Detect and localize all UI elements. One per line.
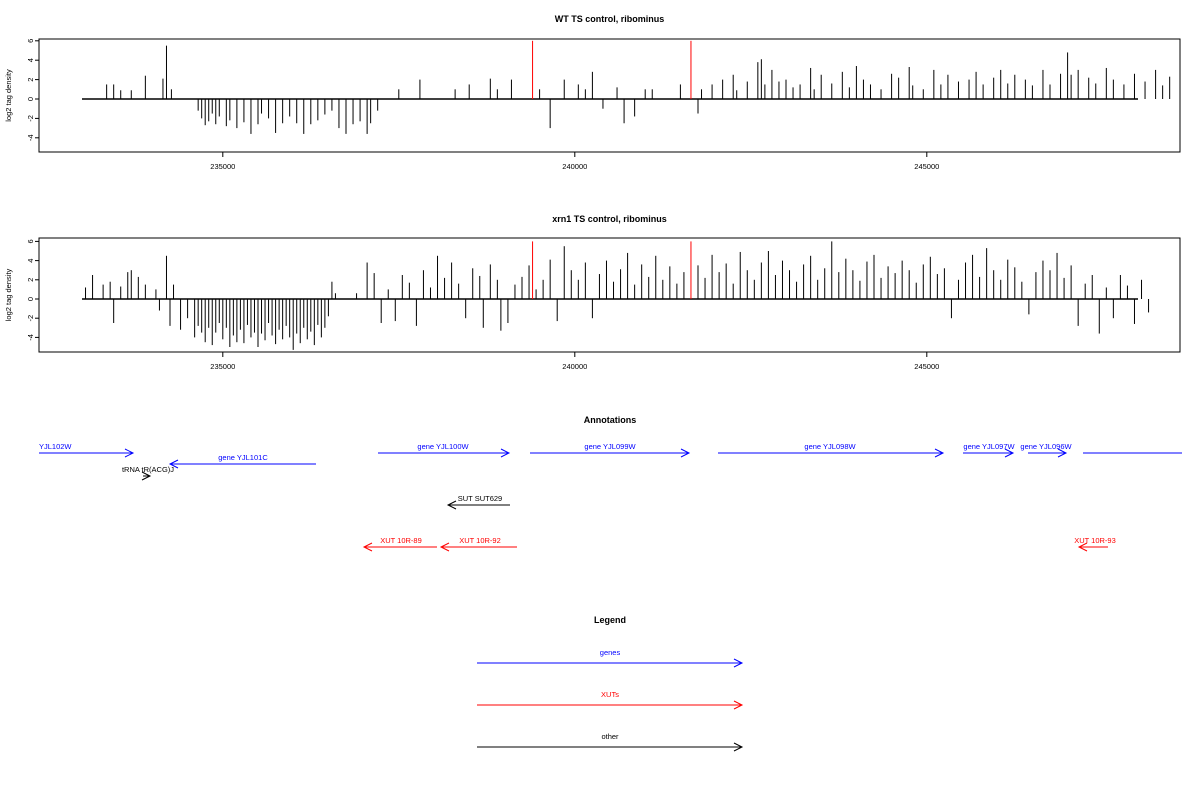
annotations-title: Annotations: [584, 415, 637, 425]
legend-arrow-other: [477, 742, 744, 752]
feature-1: [168, 459, 316, 469]
feature-label: gene YJL097W: [963, 442, 1015, 451]
feature-label: XUT 10R-92: [459, 536, 501, 545]
feature-label: gene YJL096W: [1020, 442, 1072, 451]
arrowhead: [362, 542, 373, 552]
trna-feature: [141, 471, 152, 481]
chart-panel-1: 6 4 2 0 -2 -4 log2 tag density 235000 240000 2450…: [4, 38, 1181, 171]
feature-label: gene YJL099W: [584, 442, 636, 451]
feature-label: XUT 10R-93: [1074, 536, 1116, 545]
feature-3: [378, 448, 511, 458]
arrowhead: [500, 448, 511, 458]
feature-label: gene YJL101C: [218, 453, 268, 462]
feature-label: SUT SUT629: [458, 494, 502, 503]
legend-title: Legend: [594, 615, 626, 625]
y-tick-label: 2: [26, 78, 35, 82]
x-tick-label: 245000: [914, 162, 939, 171]
feature-12: [1077, 542, 1108, 552]
arrowhead: [446, 500, 457, 510]
feature-7: [1028, 448, 1068, 458]
arrowhead: [141, 471, 152, 481]
chart-panel-2: 6 4 2 0 -2 -4 log2 tag density 235000 240000 2450…: [4, 237, 1181, 371]
legend-label: genes: [600, 648, 621, 657]
y-tick-label: 4: [26, 259, 35, 263]
y-tick-label: 0: [26, 97, 35, 101]
y-tick-label: -4: [26, 334, 35, 341]
y-axis-label: log2 tag density: [4, 268, 13, 321]
arrowhead: [439, 542, 450, 552]
arrowhead: [733, 742, 744, 752]
feature-label: gene YJL100W: [417, 442, 469, 451]
arrowhead: [1077, 542, 1088, 552]
x-tick-label: 240000: [562, 362, 587, 371]
chart-title: xrn1 TS control, ribominus: [552, 214, 667, 224]
feature-label: XUT 10R-89: [380, 536, 422, 545]
y-tick-label: -2: [26, 315, 35, 322]
feature-label: YJL102W: [39, 442, 72, 451]
chart-title: WT TS control, ribominus: [555, 14, 665, 24]
y-tick-label: 2: [26, 278, 35, 282]
feature-4: [530, 448, 691, 458]
legend-arrow-XUTs: [477, 700, 744, 710]
feature-0: [39, 448, 135, 458]
feature-5: [718, 448, 945, 458]
plot-frame: [38, 237, 1181, 353]
x-tick-label: 235000: [210, 162, 235, 171]
y-tick-label: -4: [26, 134, 35, 141]
x-tick-label: 240000: [562, 162, 587, 171]
y-tick-label: 0: [26, 297, 35, 301]
legend-label: other: [601, 732, 619, 741]
y-tick-label: 6: [26, 239, 35, 243]
feature-label: tRNA tR(ACG)J: [122, 465, 174, 474]
arrowhead: [1057, 448, 1068, 458]
y-tick-label: -2: [26, 115, 35, 122]
y-tick-label: 4: [26, 58, 35, 62]
feature-label: gene YJL098W: [804, 442, 856, 451]
y-axis-label: log2 tag density: [4, 69, 13, 122]
arrowhead: [934, 448, 945, 458]
arrowhead: [124, 448, 135, 458]
arrowhead: [733, 658, 744, 668]
y-tick-label: 6: [26, 39, 35, 43]
legend-arrow-genes: [477, 658, 744, 668]
feature-9: [446, 500, 510, 510]
plot-frame: [38, 38, 1181, 153]
feature-10: [362, 542, 437, 552]
feature-6: [963, 448, 1015, 458]
arrowhead: [733, 700, 744, 710]
arrowhead: [168, 459, 179, 469]
feature-11: [439, 542, 517, 552]
x-tick-label: 235000: [210, 362, 235, 371]
x-tick-label: 245000: [914, 362, 939, 371]
arrowhead: [680, 448, 691, 458]
legend-label: XUTs: [601, 690, 619, 699]
arrowhead: [1004, 448, 1015, 458]
